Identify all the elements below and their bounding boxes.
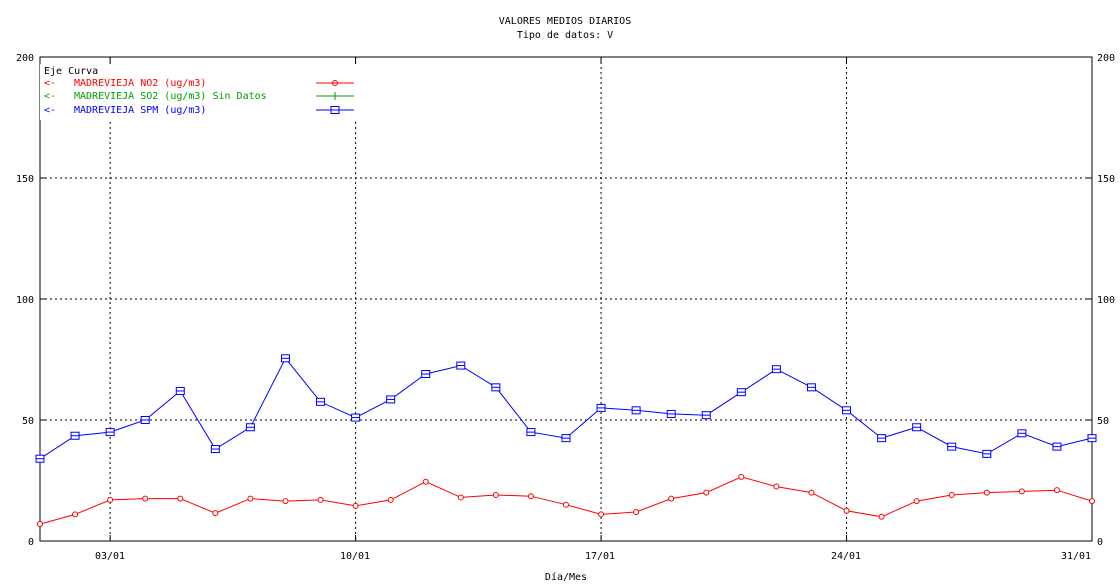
data-point	[703, 489, 710, 496]
legend-background	[40, 64, 370, 120]
y-tick-label: 100	[1097, 295, 1115, 306]
data-point	[527, 493, 534, 500]
data-point	[212, 510, 219, 517]
data-point	[668, 495, 675, 502]
data-point	[808, 489, 815, 496]
data-point	[142, 495, 149, 502]
series-line-2	[39, 357, 1093, 460]
legend-entry-no2: MADREVIEJA NO2 (ug/m3)	[74, 78, 206, 89]
data-point	[563, 501, 569, 508]
y-tick-label: 150	[1097, 174, 1115, 185]
data-point	[983, 489, 990, 496]
data-point	[948, 492, 955, 499]
legend-marker-so2	[331, 92, 339, 100]
data-point	[773, 483, 780, 490]
data-point	[492, 492, 499, 499]
y-tick-label: 50	[22, 416, 34, 427]
data-point	[247, 495, 254, 502]
legend-entry-so2: MADREVIEJA SO2 (ug/m3) Sin Datos	[74, 91, 267, 102]
grid	[40, 56, 1093, 542]
series-line-0	[39, 476, 1093, 525]
y-tick-label: 0	[1097, 537, 1103, 548]
data-point	[878, 513, 885, 520]
chart-subtitle: Tipo de datos: V	[517, 30, 613, 41]
data-point	[177, 495, 184, 502]
data-point	[37, 521, 43, 528]
y-tick-label: 50	[1097, 416, 1109, 427]
legend-prefix: <-	[44, 91, 56, 102]
data-point	[598, 511, 605, 518]
x-axis: 03/01 10/01 17/01 24/01 31/01	[95, 551, 1091, 562]
x-axis-label: Día/Mes	[545, 571, 587, 583]
data-point	[1089, 498, 1095, 505]
legend-marker-spm	[330, 106, 340, 114]
chart-title: VALORES MEDIOS DIARIOS	[499, 16, 631, 27]
x-tick-label: 10/01	[340, 551, 370, 562]
data-point	[352, 502, 359, 509]
data-point	[457, 494, 464, 501]
legend-prefix: <-	[44, 78, 56, 89]
legend-prefix: <-	[44, 105, 56, 116]
data-point	[738, 473, 745, 480]
data-point	[633, 508, 640, 515]
data-point	[107, 496, 114, 503]
y-tick-label: 0	[28, 537, 34, 548]
y-tick-label: 150	[16, 174, 34, 185]
data-point	[72, 511, 79, 518]
y-axis-left: 0 50 100 150 200	[16, 53, 34, 548]
legend-marker-no2	[332, 80, 338, 86]
x-tick-label: 31/01	[1061, 551, 1091, 562]
x-tick-label: 03/01	[95, 551, 125, 562]
data-point	[387, 496, 394, 503]
series-layer	[35, 354, 1097, 528]
data-point	[282, 498, 289, 505]
x-tick-label: 24/01	[831, 551, 861, 562]
legend-header: Eje Curva	[44, 66, 98, 77]
data-point	[843, 507, 850, 514]
y-tick-label: 100	[16, 295, 34, 306]
y-tick-label: 200	[16, 53, 34, 64]
data-point	[913, 498, 920, 505]
legend-entry-spm: MADREVIEJA SPM (ug/m3)	[74, 105, 206, 116]
data-point	[1018, 488, 1025, 495]
legend: Eje Curva <- MADREVIEJA NO2 (ug/m3) <- M…	[40, 64, 370, 120]
data-point	[317, 496, 324, 503]
y-tick-label: 200	[1097, 53, 1115, 64]
data-point	[1053, 487, 1060, 494]
x-tick-label: 17/01	[585, 551, 615, 562]
y-axis-right: 0 50 100 150 200	[1097, 53, 1115, 548]
data-point	[422, 478, 429, 485]
